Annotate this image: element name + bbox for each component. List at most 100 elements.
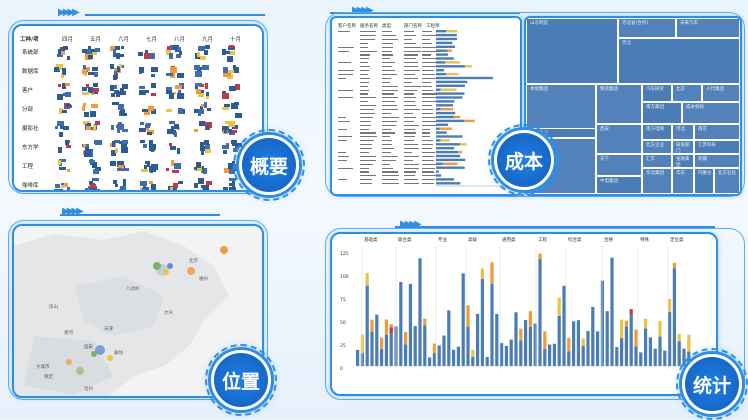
overview-cell[interactable] bbox=[166, 140, 187, 156]
overview-sub-block bbox=[204, 102, 207, 108]
treemap-tile[interactable]: 河北 bbox=[672, 124, 694, 140]
treemap-tile[interactable]: 金融集团 bbox=[672, 154, 694, 168]
treemap-tile[interactable]: 南方集团 bbox=[642, 102, 682, 124]
overview-sub-block bbox=[58, 84, 61, 87]
overview-sub-block bbox=[205, 149, 211, 153]
overview-cell[interactable] bbox=[54, 140, 71, 156]
overview-cell[interactable] bbox=[82, 140, 103, 157]
overview-cell[interactable] bbox=[138, 45, 155, 61]
treemap-tile[interactable]: 南方电网 bbox=[642, 124, 672, 140]
overview-cell[interactable] bbox=[222, 178, 240, 190]
treemap-tile[interactable]: 研发部门 bbox=[672, 140, 694, 154]
overview-cell[interactable] bbox=[54, 102, 75, 118]
treemap-tile[interactable]: 山东制造 bbox=[526, 18, 618, 84]
cost-table-cell bbox=[404, 31, 414, 33]
overview-cell[interactable] bbox=[194, 45, 213, 61]
overview-cell[interactable] bbox=[222, 45, 245, 62]
treemap-tile[interactable]: 中电集团 bbox=[596, 176, 642, 194]
overview-cell[interactable] bbox=[166, 64, 187, 80]
treemap-tile[interactable]: 北京 bbox=[672, 84, 702, 102]
treemap-tile[interactable]: 物流集团 bbox=[596, 84, 642, 124]
treemap-tile[interactable]: 未来汽车 bbox=[676, 18, 740, 38]
overview-cell[interactable] bbox=[138, 64, 158, 80]
treemap-tile[interactable]: 华东 bbox=[672, 168, 694, 194]
treemap-tile[interactable]: 北方企业 bbox=[642, 140, 672, 154]
cost-bar-segment bbox=[440, 88, 457, 91]
treemap-tile[interactable]: 成本机构 bbox=[682, 102, 740, 124]
overview-cell[interactable] bbox=[194, 83, 215, 99]
overview-cell[interactable] bbox=[54, 64, 74, 80]
stats-badge[interactable]: 统计 bbox=[676, 348, 748, 420]
overview-cell[interactable] bbox=[194, 121, 216, 137]
treemap-tile[interactable]: 河北 bbox=[618, 38, 740, 84]
overview-cell[interactable] bbox=[194, 178, 213, 190]
overview-cell[interactable] bbox=[82, 45, 100, 61]
treemap-tile[interactable]: 汇丰 bbox=[642, 154, 672, 168]
treemap-tile-label: 河北 bbox=[676, 127, 685, 132]
overview-cell[interactable] bbox=[110, 83, 133, 99]
overview-cell[interactable] bbox=[222, 64, 239, 80]
overview-cell[interactable] bbox=[166, 83, 184, 99]
overview-cell[interactable] bbox=[138, 178, 158, 190]
overview-cell[interactable] bbox=[222, 83, 245, 99]
treemap-tile[interactable]: 南京 bbox=[694, 124, 740, 140]
treemap-tile[interactable]: 人代集团 bbox=[702, 84, 740, 102]
overview-cell[interactable] bbox=[82, 83, 103, 99]
treemap-tile[interactable]: 新疆 bbox=[694, 154, 740, 168]
treemap-tile[interactable]: 天下 bbox=[596, 154, 642, 176]
treemap-tile[interactable]: 北方石化 bbox=[714, 168, 740, 194]
overview-cell[interactable] bbox=[166, 45, 186, 61]
treemap-tile[interactable]: 汽车研究 bbox=[642, 84, 672, 102]
overview-cell[interactable] bbox=[166, 178, 183, 190]
overview-cell[interactable] bbox=[110, 102, 133, 118]
overview-badge[interactable]: 概要 bbox=[233, 129, 305, 201]
treemap-tile[interactable]: 江苏科技 bbox=[694, 140, 740, 154]
overview-cell[interactable] bbox=[110, 178, 129, 190]
overview-cell[interactable] bbox=[222, 121, 245, 137]
overview-cell[interactable] bbox=[54, 121, 73, 137]
overview-cell[interactable] bbox=[194, 159, 216, 175]
overview-sub-block bbox=[148, 106, 154, 111]
overview-cell[interactable] bbox=[82, 178, 100, 190]
treemap-tile[interactable]: 西安 bbox=[596, 124, 642, 154]
overview-cell[interactable] bbox=[138, 102, 157, 118]
overview-cell[interactable] bbox=[138, 140, 156, 156]
overview-cell[interactable] bbox=[82, 121, 101, 137]
overview-cell[interactable] bbox=[110, 121, 129, 137]
stats-bar-segment bbox=[528, 311, 532, 327]
overview-cell[interactable] bbox=[194, 102, 215, 118]
overview-cell[interactable] bbox=[54, 159, 72, 175]
overview-cell[interactable] bbox=[54, 178, 74, 190]
cost-bar bbox=[436, 182, 461, 185]
overview-cell[interactable] bbox=[82, 102, 100, 118]
cost-badge[interactable]: 成本 bbox=[488, 124, 560, 196]
overview-cell[interactable] bbox=[222, 102, 242, 118]
overview-cell[interactable] bbox=[54, 83, 74, 100]
overview-cell[interactable] bbox=[82, 64, 102, 80]
overview-cell[interactable] bbox=[110, 45, 127, 61]
overview-cell[interactable] bbox=[110, 140, 132, 156]
overview-cell[interactable] bbox=[138, 121, 158, 137]
overview-cell[interactable] bbox=[194, 64, 213, 80]
overview-cell[interactable] bbox=[166, 159, 187, 175]
overview-cell[interactable] bbox=[138, 83, 156, 99]
cost-table-cell bbox=[382, 128, 391, 130]
chevron-deco-icon: ▶▶▶▶ bbox=[58, 7, 80, 18]
overview-cell[interactable] bbox=[82, 159, 104, 175]
overview-cell[interactable] bbox=[110, 159, 129, 175]
overview-cell[interactable] bbox=[166, 121, 183, 137]
overview-sub-block bbox=[120, 186, 126, 190]
overview-cell[interactable] bbox=[138, 159, 158, 175]
treemap-tile[interactable]: 华北集团 bbox=[642, 168, 672, 194]
overview-sub-block bbox=[113, 54, 116, 57]
overview-sub-block bbox=[82, 92, 89, 95]
treemap-tile[interactable]: 内蒙古 bbox=[694, 168, 714, 194]
stats-bar bbox=[557, 315, 561, 366]
overview-cell[interactable] bbox=[194, 140, 213, 156]
treemap-tile[interactable]: 河北省(合作) bbox=[618, 18, 676, 38]
overview-cell[interactable] bbox=[110, 64, 133, 80]
overview-cell[interactable] bbox=[166, 102, 187, 118]
map-canvas[interactable] bbox=[14, 226, 262, 396]
overview-cell[interactable] bbox=[54, 45, 73, 61]
location-badge[interactable]: 位置 bbox=[205, 344, 277, 416]
